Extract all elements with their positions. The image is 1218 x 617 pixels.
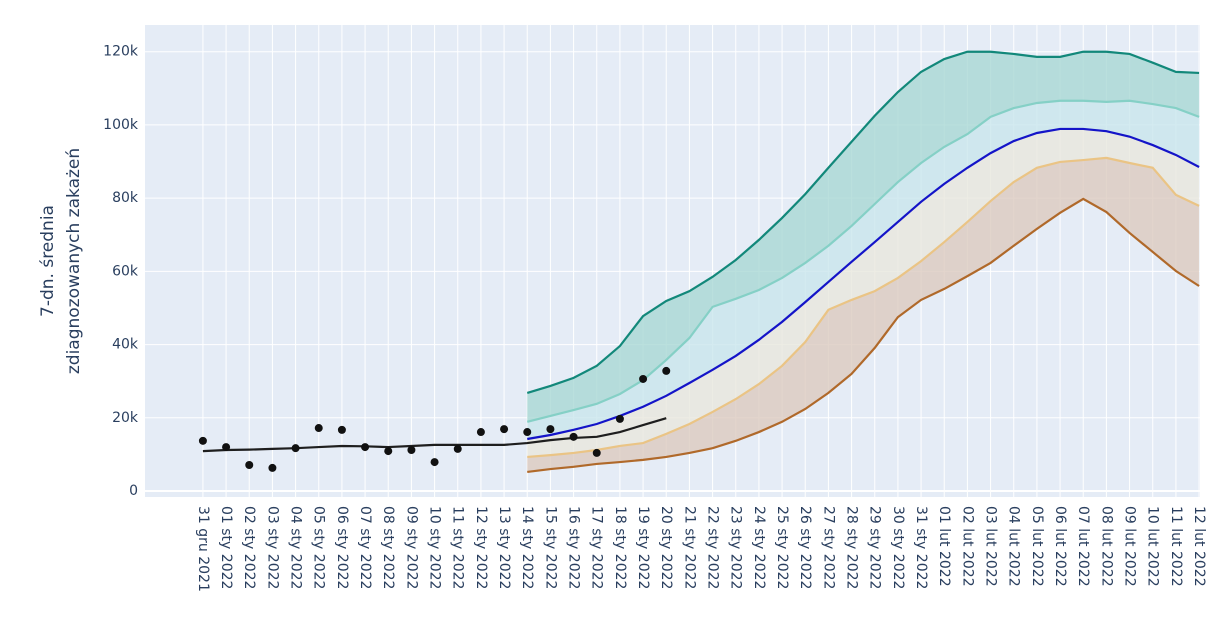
x-tick-label: 31 gru 2021 [195,506,211,592]
x-tick-label: 15 sty 2022 [542,506,558,589]
band [527,100,1200,440]
line [526,50,1200,394]
x-tick-label: 26 sty 2022 [797,506,813,589]
x-tick-label: 16 sty 2022 [566,506,582,589]
y-tick-label: 20k [112,410,139,426]
point [453,444,462,453]
point [337,425,346,434]
point [500,425,509,434]
x-tick-label: 12 lut 2022 [1191,506,1207,587]
point [198,436,207,445]
y-tick-label: 100k [103,117,139,133]
x-tick-label: 20 sty 2022 [658,506,674,589]
x-tick-label: 01 lut 2022 [936,506,952,587]
point [569,432,578,441]
band [527,128,1200,457]
x-tick-label: 07 lut 2022 [1075,506,1091,587]
x-tick-label: 31 sty 2022 [913,506,929,589]
x-tick-label: 27 sty 2022 [820,506,836,589]
y-axis-title: 7-dn. średnia [38,205,58,317]
point [291,444,300,453]
x-tick-label: 12 sty 2022 [473,506,489,589]
x-tick-label: 03 sty 2022 [264,506,280,589]
x-tick-label: 23 sty 2022 [728,506,744,589]
y-tick-label: 40k [112,337,139,353]
line [527,156,1200,459]
x-tick-label: 30 sty 2022 [890,506,906,589]
line [527,197,1200,474]
point [314,424,323,433]
line [526,99,1200,423]
y-axis-title: zdiagnozowanych zakażeń [64,148,84,374]
point [407,445,416,454]
x-tick-label: 19 sty 2022 [635,506,651,589]
x-tick-label: 11 lut 2022 [1168,506,1184,587]
x-tick-label: 13 sty 2022 [496,506,512,589]
x-tick-label: 18 sty 2022 [612,506,628,589]
x-tick-label: 24 sty 2022 [751,506,767,589]
point [523,428,532,437]
point [476,428,485,437]
x-tick-label: 08 sty 2022 [380,506,396,589]
x-tick-label: 05 lut 2022 [1029,506,1045,587]
point [384,447,393,456]
point [245,461,254,470]
x-tick-label: 10 sty 2022 [427,506,443,589]
x-tick-label: 04 sty 2022 [288,506,304,589]
point [222,443,231,452]
point [430,458,439,467]
line [202,417,667,453]
point [615,414,624,423]
x-tick-label: 14 sty 2022 [519,506,535,589]
point [662,366,671,375]
x-tick-label: 06 lut 2022 [1052,506,1068,587]
x-tick-label: 10 lut 2022 [1145,506,1161,587]
x-tick-label: 06 sty 2022 [334,506,350,589]
point [639,374,648,383]
x-tick-label: 04 lut 2022 [1006,506,1022,587]
x-tick-label: 07 sty 2022 [357,506,373,589]
point [592,448,601,457]
x-tick-label: 17 sty 2022 [589,506,605,589]
x-tick-label: 05 sty 2022 [311,506,327,589]
point [361,443,370,452]
line [527,127,1200,441]
x-tick-label: 22 sty 2022 [705,506,721,589]
x-tick-label: 08 lut 2022 [1098,506,1114,587]
point [546,425,555,434]
y-tick-label: 120k [103,44,139,60]
point [268,463,277,472]
y-tick-label: 0 [129,483,138,499]
x-tick-label: 09 lut 2022 [1122,506,1138,587]
band [527,157,1200,472]
x-tick-label: 09 sty 2022 [403,506,419,589]
x-tick-label: 28 sty 2022 [844,506,860,589]
x-tick-label: 29 sty 2022 [867,506,883,589]
x-tick-label: 21 sty 2022 [681,506,697,589]
x-tick-label: 03 lut 2022 [983,506,999,587]
x-tick-label: 11 sty 2022 [450,506,466,589]
x-tick-label: 25 sty 2022 [774,506,790,589]
x-tick-label: 01 sty 2022 [218,506,234,589]
y-tick-label: 60k [112,263,139,279]
x-tick-label: 02 lut 2022 [959,506,975,587]
x-tick-label: 02 sty 2022 [241,506,257,589]
y-tick-label: 80k [112,190,139,206]
